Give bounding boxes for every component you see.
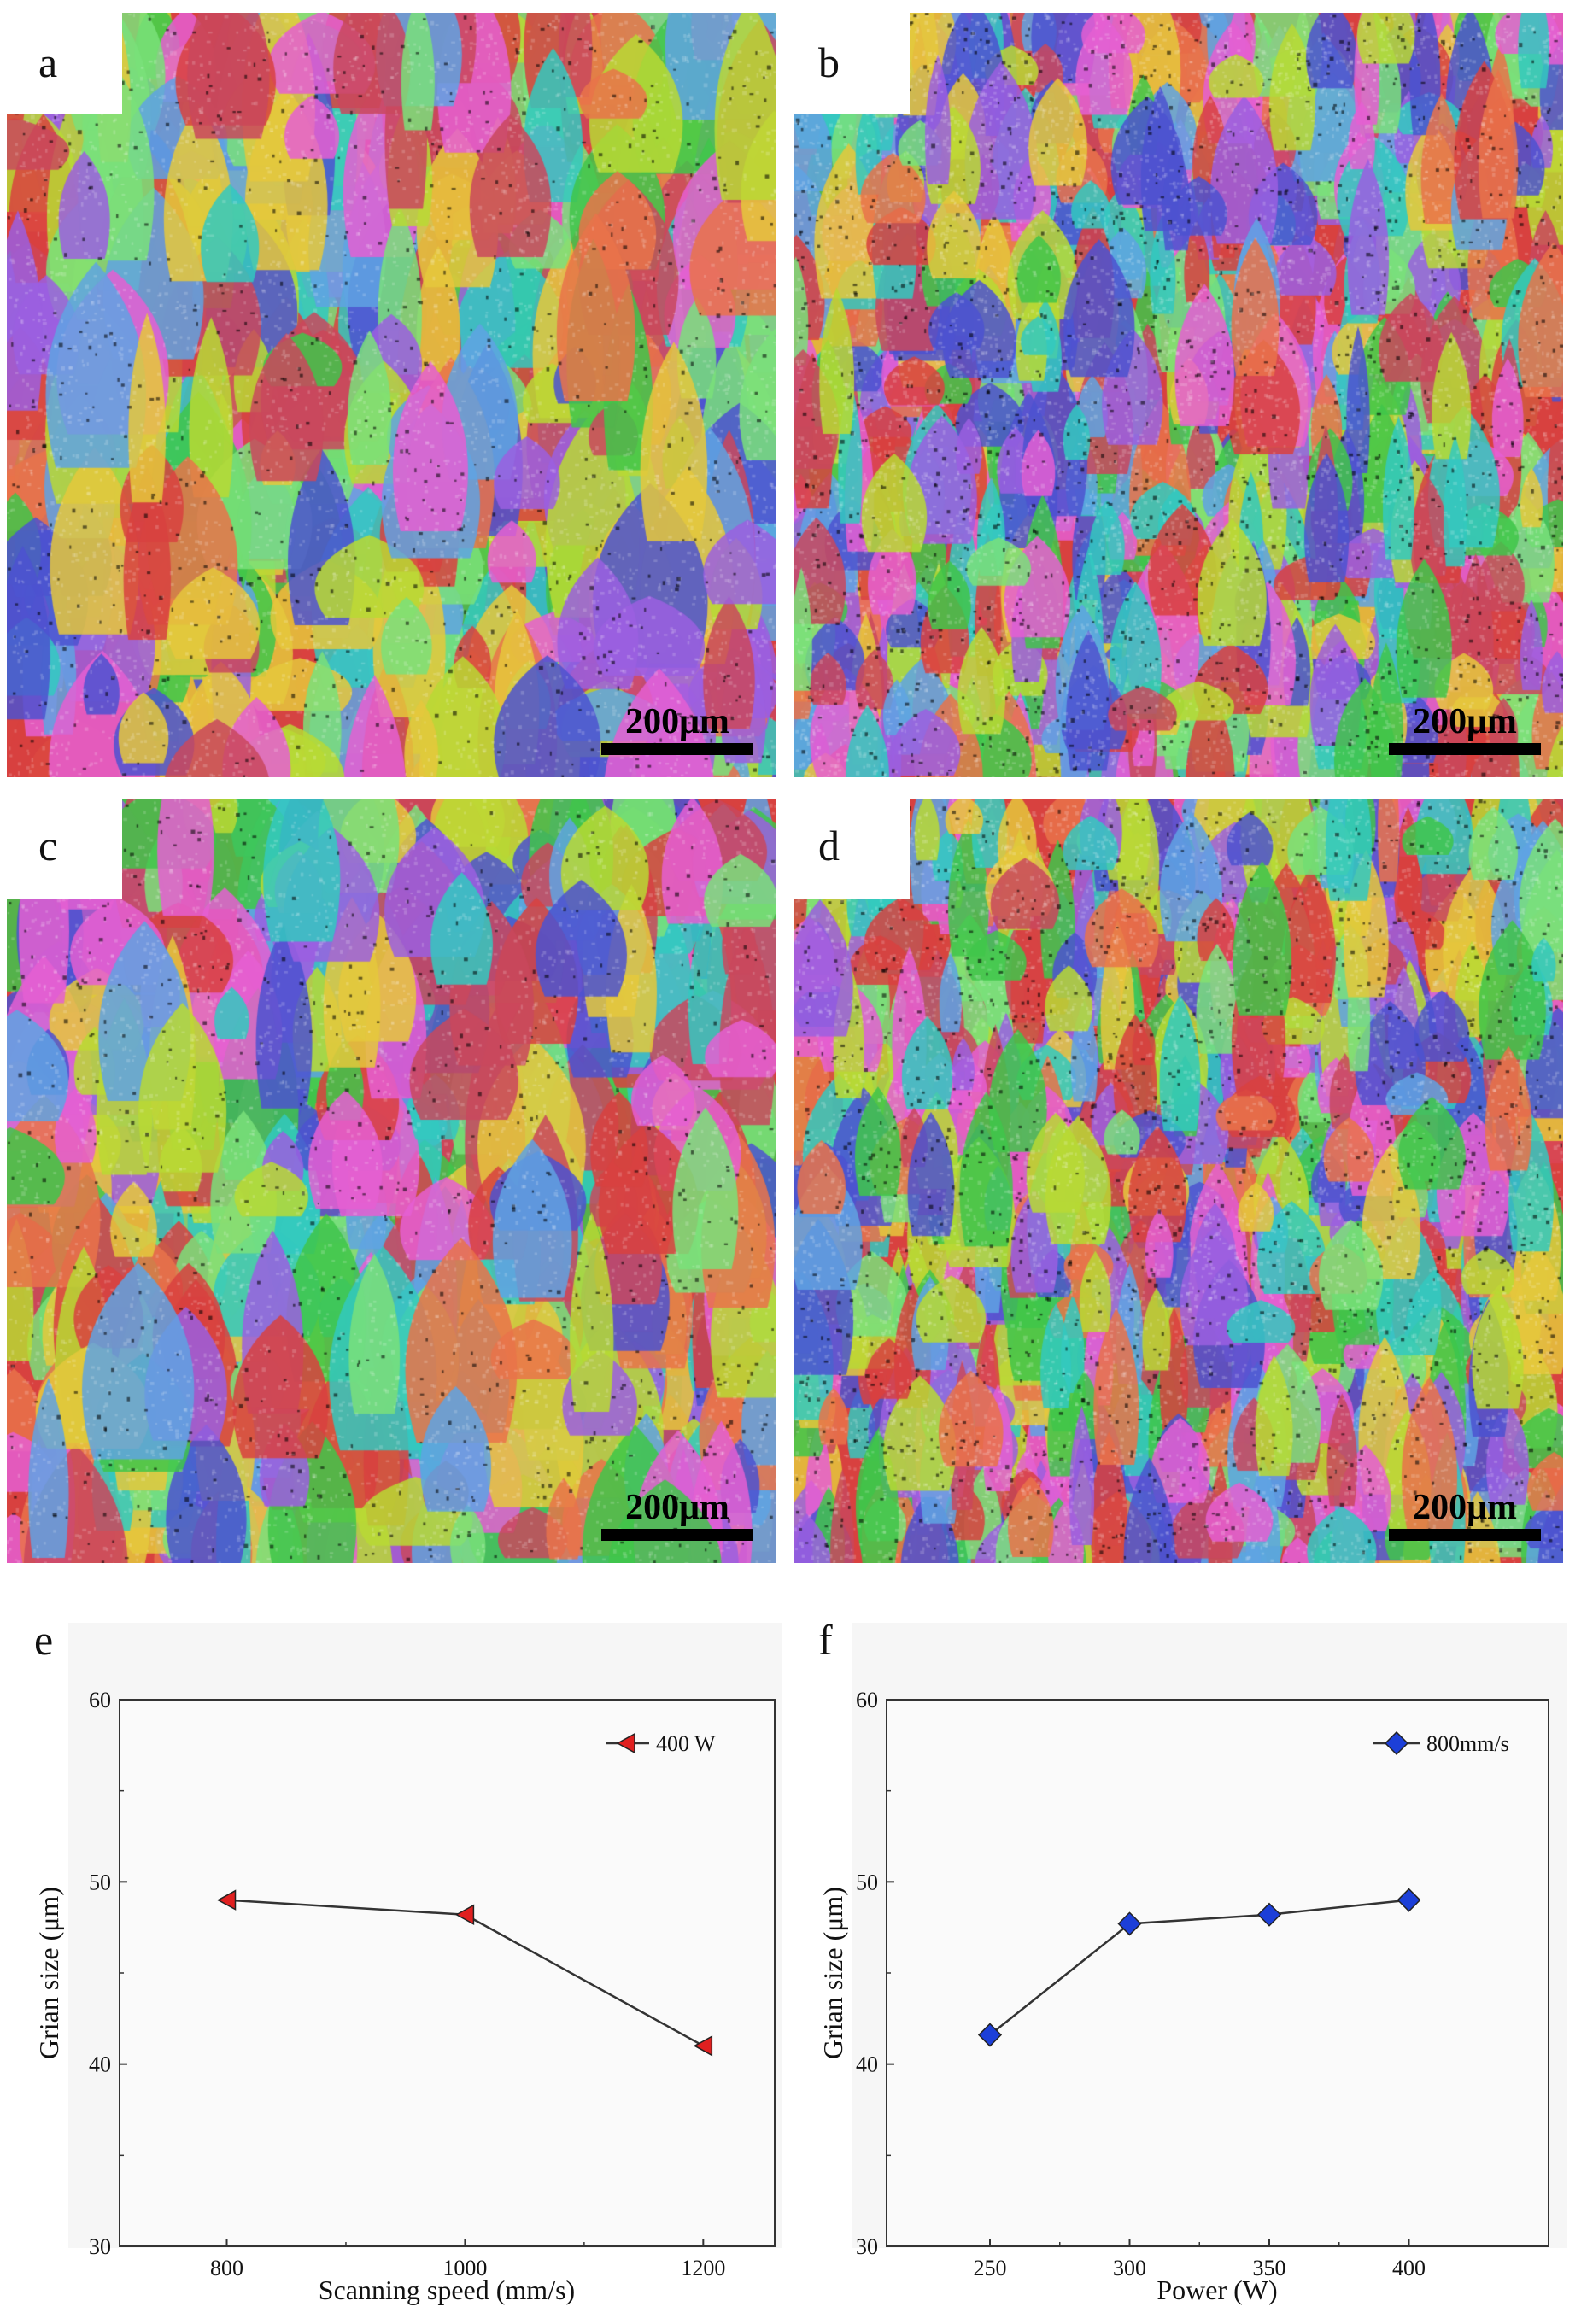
data-point [1397, 1888, 1421, 1912]
data-point [693, 2035, 713, 2057]
scale-bar: 200μm [601, 704, 753, 755]
panel-label-backdrop [794, 13, 910, 114]
series-markers [216, 1889, 713, 2057]
x-tick-label: 350 [1252, 2256, 1285, 2280]
legend-marker [616, 1732, 635, 1754]
x-tick-label: 400 [1392, 2256, 1426, 2280]
panel-letter-c: c [38, 822, 58, 869]
legend: 400 W [606, 1731, 716, 1756]
y-tick-label: 50 [856, 1870, 878, 1894]
ebsd-map-a: 200μm [7, 13, 776, 777]
panel-letter-e: e [34, 1616, 54, 1664]
series-line-800mms [989, 1899, 1409, 2036]
scale-bar-line [1389, 743, 1541, 755]
x-axis-label: Power (W) [1157, 2274, 1277, 2305]
y-axis-label: Grian size (μm) [817, 1887, 848, 2059]
y-tick-label: 40 [856, 2052, 878, 2077]
scale-bar-label: 200μm [625, 1488, 729, 1527]
x-axis-label: Scanning speed (mm/s) [319, 2274, 575, 2305]
x-tick-label: 1200 [681, 2256, 725, 2280]
scale-bar: 200μm [1389, 1490, 1541, 1541]
legend: 800mm/s [1373, 1730, 1509, 1756]
panel-letter-d: d [818, 822, 840, 869]
ebsd-map-d: 200μm [794, 799, 1563, 1563]
legend-label: 800mm/s [1426, 1731, 1509, 1756]
axis-ticks: 30 40 50 60 250 300 350 400 [856, 1688, 1426, 2280]
x-tick-label: 250 [973, 2256, 1006, 2280]
data-point [977, 2023, 1003, 2047]
grain-size-vs-scanning-speed-chart: 30 40 50 60 800 1000 1200 400 W Scanning speed… [33, 1623, 782, 2305]
scale-bar-line [601, 743, 753, 755]
axis-ticks: 30 40 50 60 800 1000 1200 [89, 1688, 725, 2280]
legend-label: 400 W [656, 1731, 716, 1756]
ebsd-map-b: 200μm [794, 13, 1563, 777]
y-tick-label: 30 [89, 2234, 111, 2259]
y-tick-label: 50 [89, 1870, 111, 1894]
panel-letter-a: a [38, 38, 58, 86]
x-tick-label: 1000 [442, 2256, 487, 2280]
y-tick-label: 60 [89, 1688, 111, 1712]
scale-bar-line [601, 1529, 753, 1541]
scale-bar: 200μm [601, 1490, 753, 1541]
panel-letter-b: b [818, 38, 840, 86]
panel-letter-f: f [818, 1616, 833, 1664]
y-axis-label: Grian size (μm) [33, 1887, 64, 2059]
ebsd-map-c: 200μm [7, 799, 776, 1563]
data-point [1117, 1911, 1142, 1936]
grain-orientation-image [7, 13, 776, 777]
scale-bar-label: 200μm [1413, 702, 1517, 741]
grain-orientation-image [794, 13, 1563, 777]
scale-bar-label: 200μm [1413, 1488, 1517, 1527]
scale-bar-line [1389, 1529, 1541, 1541]
panel-label-backdrop [7, 799, 122, 899]
data-point [454, 1904, 475, 1926]
scale-bar-label: 200μm [625, 702, 729, 741]
grain-size-vs-power-chart: 30 40 50 60 250 300 350 400 800mm/s Power (W) G… [817, 1623, 1567, 2305]
y-tick-label: 40 [89, 2052, 111, 2077]
data-point [216, 1889, 237, 1911]
legend-marker [1384, 1730, 1409, 1756]
series-markers [977, 1888, 1421, 2047]
plot-frame [119, 1699, 776, 2247]
grain-orientation-image [7, 799, 776, 1563]
y-tick-label: 30 [856, 2234, 878, 2259]
panel-label-backdrop [794, 799, 910, 899]
scale-bar: 200μm [1389, 704, 1541, 755]
x-tick-label: 800 [210, 2256, 243, 2280]
panel-label-backdrop [7, 13, 122, 114]
grain-orientation-image [794, 799, 1563, 1563]
y-tick-label: 60 [856, 1688, 878, 1712]
plot-frame [886, 1699, 1549, 2247]
data-point [1256, 1902, 1282, 1927]
x-tick-label: 300 [1113, 2256, 1146, 2280]
